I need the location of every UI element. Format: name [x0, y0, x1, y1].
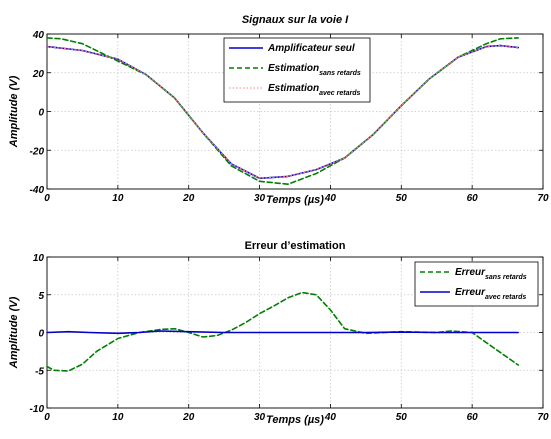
- y-tick-label: 10: [33, 253, 45, 264]
- chart-title: Signaux sur la voie I: [242, 14, 349, 26]
- legend: Erreursans retards Erreuravec retards: [414, 261, 539, 307]
- x-tick-label: 40: [324, 412, 337, 423]
- x-tick-label: 10: [112, 193, 124, 204]
- y-tick-label: -20: [30, 146, 45, 157]
- y-tick-label: -10: [30, 404, 45, 415]
- x-tick-label: 0: [44, 193, 50, 204]
- y-tick-label: 5: [38, 291, 44, 302]
- x-tick-label: 50: [396, 412, 408, 423]
- x-tick-label: 40: [324, 193, 337, 204]
- x-tick-label: 50: [396, 193, 408, 204]
- x-tick-label: 20: [182, 193, 195, 204]
- legend-entry: Estimationsans retards: [268, 63, 361, 77]
- y-tick-label: -5: [35, 366, 44, 377]
- x-tick-label: 70: [537, 193, 549, 204]
- x-tick-label: 30: [254, 193, 266, 204]
- y-axis-label: Amplitude (V): [8, 75, 20, 148]
- x-tick-label: 10: [112, 412, 124, 423]
- legend: Amplificateur seul Estimationsans retards…: [223, 37, 371, 103]
- y-tick-label: 20: [32, 69, 45, 80]
- x-axis-label: Temps (µs): [266, 414, 324, 426]
- x-axis-label: Temps (µs): [266, 194, 324, 206]
- y-tick-label: 0: [38, 108, 44, 119]
- x-tick-label: 60: [467, 193, 479, 204]
- x-tick-label: 60: [467, 412, 479, 423]
- y-tick-label: -40: [30, 185, 45, 196]
- y-tick-label: 0: [38, 329, 44, 340]
- legend-entry: Amplificateur seul: [267, 43, 355, 54]
- x-tick-label: 20: [182, 412, 195, 423]
- legend-entry: Estimationavec retards: [268, 83, 360, 97]
- chart-title: Erreur d’estimation: [245, 240, 346, 252]
- x-tick-label: 70: [537, 412, 549, 423]
- series-line-2: [46, 330, 520, 335]
- y-tick-label: 40: [32, 30, 45, 41]
- legend-entry: Erreursans retards: [455, 267, 527, 281]
- legend-box: [414, 261, 539, 307]
- series-line-3: [46, 45, 519, 179]
- y-axis-label: Amplitude (V): [8, 296, 20, 369]
- series-line-2: [46, 37, 520, 185]
- legend-entry: Erreuravec retards: [455, 287, 526, 301]
- x-tick-label: 0: [44, 412, 50, 423]
- x-tick-label: 30: [254, 412, 266, 423]
- chart-panel-1: 0 10 20 30 40 50 60 70 40 20 0 -20 -40 Signaux sur la…: [8, 14, 549, 206]
